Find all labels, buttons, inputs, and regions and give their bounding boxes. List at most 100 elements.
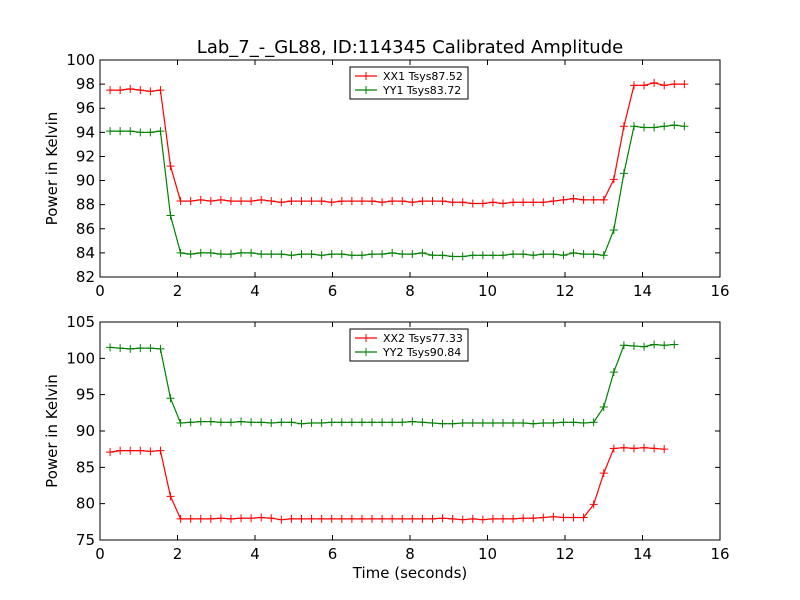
data-point [579, 419, 588, 428]
legend-entry: YY2 Tsys90.84 [355, 346, 461, 359]
data-point [166, 492, 175, 501]
data-point [519, 419, 528, 428]
y-tick-label: 82 [76, 268, 95, 286]
data-point [428, 251, 437, 260]
data-point [408, 514, 417, 523]
data-point [368, 197, 377, 206]
legend-entry: XX2 Tsys77.33 [355, 332, 463, 345]
data-point [650, 340, 659, 349]
data-point [398, 250, 407, 259]
data-point [640, 342, 649, 351]
data-point [519, 514, 528, 523]
data-point [116, 344, 125, 353]
data-point [650, 123, 659, 132]
x-tick-label: 10 [478, 545, 497, 563]
y-axis-label: Power in Kelvin [43, 374, 61, 488]
data-point [599, 469, 608, 478]
data-point [267, 419, 276, 428]
data-point [428, 514, 437, 523]
data-point [317, 251, 326, 260]
data-point [297, 419, 306, 428]
data-point [146, 87, 155, 96]
data-point [589, 500, 598, 509]
data-point [599, 251, 608, 260]
legend-label: YY2 Tsys90.84 [382, 346, 461, 359]
data-point [448, 252, 457, 261]
data-point [438, 514, 447, 523]
data-point [478, 515, 487, 524]
data-point [317, 197, 326, 206]
data-point [599, 195, 608, 204]
data-point [559, 418, 568, 427]
data-point [297, 250, 306, 259]
data-point [448, 514, 457, 523]
data-point [106, 86, 115, 95]
data-point [116, 446, 125, 455]
data-point [569, 194, 578, 203]
data-point [629, 122, 638, 131]
data-point [357, 514, 366, 523]
data-point [488, 514, 497, 523]
data-point [398, 514, 407, 523]
data-point [599, 403, 608, 412]
data-point [186, 514, 195, 523]
data-point [216, 418, 225, 427]
data-point [297, 514, 306, 523]
data-point [196, 195, 205, 204]
data-point [216, 195, 225, 204]
data-point [670, 80, 679, 89]
data-point [357, 197, 366, 206]
data-point [670, 121, 679, 130]
data-point [529, 419, 538, 428]
data-point [478, 419, 487, 428]
data-point [136, 446, 145, 455]
data-point [247, 514, 256, 523]
data-point [166, 211, 175, 220]
data-point [378, 418, 387, 427]
data-point [428, 197, 437, 206]
data-point [388, 514, 397, 523]
data-point [619, 169, 628, 178]
top-panel: 0 2 4 6 8 10 12 14 16 82 84 86 88 90 92 94 96 98 100 Power … [43, 51, 730, 300]
data-point [408, 417, 417, 426]
data-point [559, 513, 568, 522]
data-point [438, 197, 447, 206]
data-point [388, 418, 397, 427]
data-point [499, 514, 507, 523]
series-0-1 [106, 121, 689, 261]
data-point [277, 250, 286, 259]
series-line [110, 447, 665, 521]
data-point [468, 199, 477, 208]
y-tick-label: 105 [66, 313, 95, 331]
data-point [488, 198, 497, 207]
data-point [106, 343, 115, 352]
data-point [327, 250, 336, 259]
x-tick-label: 2 [173, 282, 183, 300]
data-point [106, 448, 115, 457]
data-point [186, 418, 195, 427]
data-point [216, 250, 225, 259]
data-point [418, 418, 427, 427]
data-point [478, 199, 487, 208]
data-point [186, 197, 195, 206]
data-point [237, 197, 246, 206]
data-point [247, 197, 256, 206]
data-point [499, 419, 507, 428]
y-axis-label: Power in Kelvin [43, 112, 61, 226]
data-point [226, 514, 235, 523]
data-point [458, 515, 467, 524]
data-point [418, 248, 427, 257]
data-point [529, 198, 538, 207]
x-tick-label: 12 [555, 545, 574, 563]
data-point [116, 127, 125, 136]
data-point [640, 81, 649, 90]
data-point [126, 446, 135, 455]
data-point [559, 251, 568, 260]
data-point [116, 86, 125, 95]
data-point [166, 162, 175, 171]
data-point [347, 197, 356, 206]
data-point [660, 341, 669, 350]
data-point [539, 513, 548, 522]
